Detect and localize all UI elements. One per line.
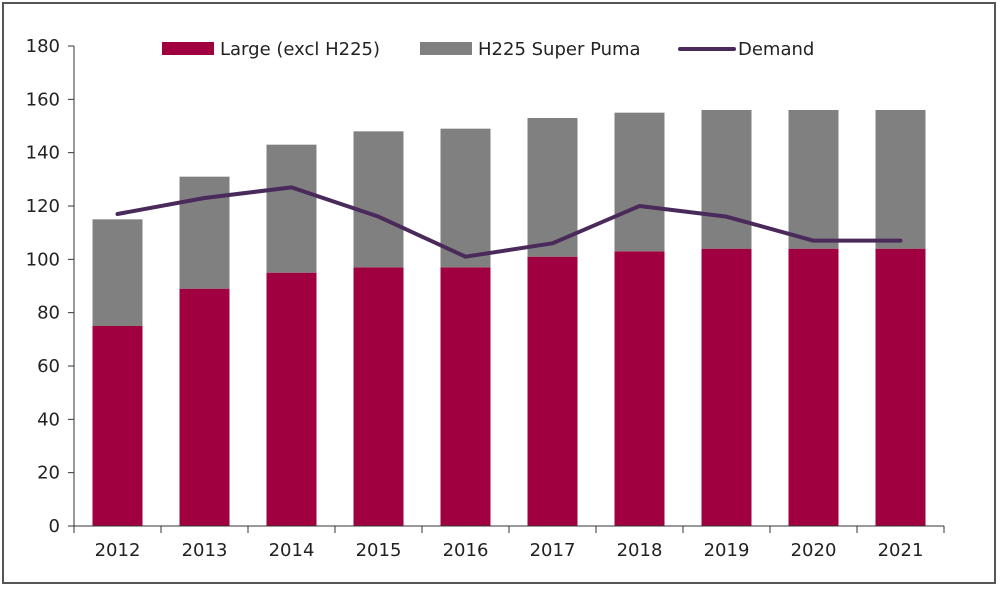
legend-item-demand: Demand [678,39,814,60]
y-tick-label: 0 [49,516,60,537]
bar-large-excl-h225 [92,326,143,526]
x-tick-label: 2016 [443,540,489,561]
y-tick-label: 80 [37,303,60,324]
bar-large-excl-h225 [353,267,404,526]
x-tick-label: 2021 [878,540,924,561]
bar-h225-super-puma [701,110,752,249]
x-axis: 2012 2013 2014 2015 2016 2017 2018 2019 2020 2021 [73,525,945,561]
legend-swatch [420,42,472,55]
x-tick-label: 2012 [95,540,141,561]
bar-large-excl-h225 [440,267,491,526]
bar-h225-super-puma [788,110,839,249]
bar-large-excl-h225 [701,248,752,526]
y-tick-label: 180 [26,36,60,57]
bar-h225-super-puma [266,144,317,273]
bar-large-excl-h225 [614,251,665,527]
x-tick-label: 2013 [182,540,228,561]
legend-item-h225-super-puma: H225 Super Puma [420,39,641,60]
chart-frame: 0 20 40 60 80 100 120 140 160 180 2012 2013 2014 201… [2,2,996,584]
bar-large-excl-h225 [266,272,317,526]
y-tick-label: 40 [37,409,60,430]
x-tick-label: 2014 [269,540,315,561]
y-tick-label: 120 [26,196,60,217]
y-tick-label: 60 [37,356,60,377]
bar-h225-super-puma [179,176,230,289]
x-tick-label: 2020 [791,540,837,561]
legend-label: Large (excl H225) [220,39,380,60]
y-axis: 0 20 40 60 80 100 120 140 160 180 [26,36,75,537]
x-tick-label: 2015 [356,540,402,561]
demand-line-path [115,185,903,259]
bar-large-excl-h225 [788,248,839,526]
legend: Large (excl H225) H225 Super Puma Demand [162,39,814,60]
y-tick-label: 20 [37,463,60,484]
legend-swatch [162,42,214,55]
demand-line [115,185,903,259]
bar-h225-super-puma [614,112,665,252]
bar-h225-super-puma [875,110,926,249]
legend-item-large-excl-h225: Large (excl H225) [162,39,380,60]
bar-h225-super-puma [353,131,404,268]
x-tick-label: 2018 [617,540,663,561]
y-tick-label: 100 [26,249,60,270]
x-tick-label: 2017 [530,540,576,561]
bar-h225-super-puma [527,118,578,257]
x-tick-label: 2019 [704,540,750,561]
bar-h225-super-puma [440,128,491,268]
bar-h225-super-puma [92,219,143,326]
legend-label: H225 Super Puma [478,39,641,60]
bar-large-excl-h225 [527,256,578,526]
bars [92,110,926,527]
y-tick-label: 160 [26,89,60,110]
legend-label: Demand [738,39,814,60]
y-tick-label: 140 [26,143,60,164]
bar-large-excl-h225 [875,248,926,526]
bar-large-excl-h225 [179,288,230,526]
